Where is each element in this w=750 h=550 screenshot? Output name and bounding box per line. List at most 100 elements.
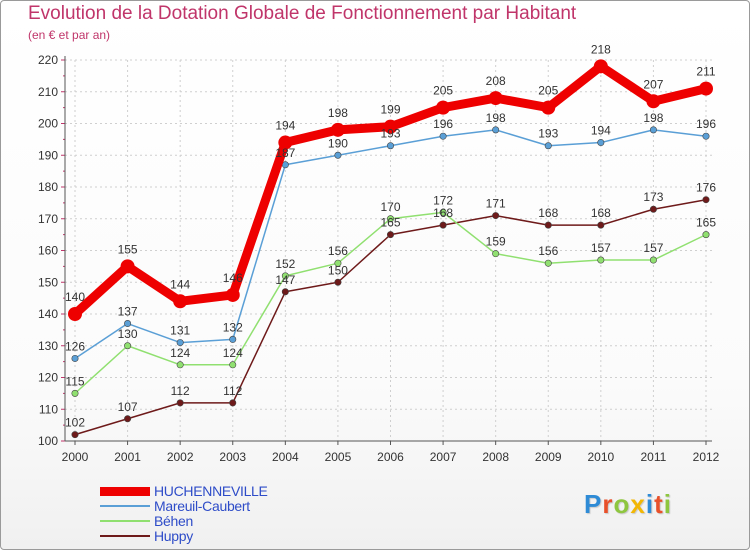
data-point <box>597 139 605 147</box>
data-label: 157 <box>643 241 663 255</box>
data-label: 150 <box>328 263 348 277</box>
y-tick-label: 120 <box>38 371 58 385</box>
legend-swatch <box>100 505 150 507</box>
y-tick-label: 200 <box>38 117 58 131</box>
data-point <box>541 100 556 115</box>
data-point <box>229 361 237 369</box>
data-point <box>334 151 342 159</box>
legend-label: HUCHENNEVILLE <box>154 483 268 499</box>
data-label: 193 <box>380 127 400 141</box>
data-label: 115 <box>65 374 84 388</box>
data-label: 198 <box>486 111 506 125</box>
data-label: 172 <box>433 193 453 207</box>
y-tick-label: 110 <box>39 402 58 416</box>
data-label: 165 <box>380 216 400 230</box>
data-point <box>176 399 184 407</box>
data-point <box>702 132 710 140</box>
logo-letter: i <box>663 489 672 519</box>
data-point <box>649 256 657 264</box>
data-point <box>597 256 605 264</box>
x-tick-label: 2000 <box>62 450 89 464</box>
data-label: 112 <box>223 384 242 398</box>
y-tick-label: 220 <box>38 53 58 67</box>
axes <box>61 56 712 445</box>
data-label: 155 <box>118 242 138 256</box>
data-point <box>649 126 657 134</box>
y-tick-labels: 100 110 120 130 140 150 160 170 180 190 200 210 220 <box>38 53 58 448</box>
data-label: 198 <box>643 111 663 125</box>
data-label: 176 <box>696 181 716 195</box>
data-point <box>334 259 342 267</box>
data-label: 194 <box>591 124 611 138</box>
data-label: 107 <box>118 400 138 414</box>
data-label: 144 <box>170 277 190 291</box>
data-label: 168 <box>433 206 453 220</box>
data-point <box>124 320 132 328</box>
data-label: 196 <box>696 117 716 131</box>
data-label: 124 <box>170 346 190 360</box>
data-point <box>702 196 710 204</box>
y-tick-label: 130 <box>38 339 58 353</box>
data-point <box>173 294 188 309</box>
data-label: 156 <box>328 244 348 258</box>
data-point <box>544 221 552 229</box>
data-labels: 140 155 144 146 194 198 199 205 208 205 218 207 211 1… <box>65 42 716 429</box>
data-point <box>544 142 552 150</box>
legend-label: Huppy <box>154 528 193 544</box>
data-point <box>492 212 500 220</box>
y-tick-label: 140 <box>38 307 58 321</box>
data-label: 102 <box>65 416 85 430</box>
data-label: 137 <box>118 305 138 319</box>
data-point <box>383 119 398 134</box>
data-label: 112 <box>171 384 190 398</box>
data-label: 205 <box>538 84 558 98</box>
line-chart: 100110120130140150160170180190200210220 … <box>38 42 720 464</box>
legend-label: Mareuil-Caubert <box>154 498 250 514</box>
data-point <box>439 208 447 216</box>
y-tick-label: 190 <box>38 148 58 162</box>
data-point <box>492 126 500 134</box>
legend-label: Béhen <box>154 513 193 529</box>
data-label: 168 <box>538 206 558 220</box>
chart-subtitle: (en € et par an) <box>28 28 111 42</box>
legend-swatch <box>100 535 150 537</box>
logo-letter: o <box>613 489 631 519</box>
data-label: 168 <box>591 206 611 220</box>
data-label: 130 <box>118 327 138 341</box>
data-label: 194 <box>275 119 295 133</box>
data-point <box>71 389 79 397</box>
data-label: 171 <box>486 197 506 211</box>
data-label: 196 <box>433 117 453 131</box>
x-tick-label: 2004 <box>272 450 299 464</box>
logo-letter: r <box>602 489 614 519</box>
data-point <box>225 287 240 302</box>
data-label: 126 <box>65 339 85 353</box>
legend-swatch <box>100 486 150 496</box>
data-label: 124 <box>223 346 243 360</box>
legend-item: HUCHENNEVILLE <box>100 483 400 499</box>
data-label: 147 <box>275 273 295 287</box>
x-tick-label: 2009 <box>535 450 562 464</box>
logo-letter: i <box>645 489 655 519</box>
data-label: 157 <box>591 241 611 255</box>
x-tick-labels: 2000 2001 2002 2003 2004 2005 2006 2007 2008 2009… <box>62 450 720 464</box>
data-point <box>702 231 710 239</box>
x-tick-label: 2003 <box>219 450 246 464</box>
y-tick-label: 100 <box>38 434 58 448</box>
x-tick-label: 2012 <box>693 450 720 464</box>
data-point <box>386 215 394 223</box>
x-tick-label: 2008 <box>482 450 509 464</box>
data-point <box>330 122 345 137</box>
data-label: 170 <box>380 200 400 214</box>
data-label: 152 <box>275 257 295 271</box>
data-point <box>439 132 447 140</box>
x-tick-label: 2006 <box>377 450 404 464</box>
data-point <box>334 278 342 286</box>
data-point <box>281 272 289 280</box>
y-tick-label: 150 <box>38 275 58 289</box>
legend-swatch <box>100 520 150 522</box>
data-point <box>699 81 713 96</box>
data-point <box>488 91 503 106</box>
data-point <box>124 415 132 423</box>
data-point <box>436 100 451 115</box>
